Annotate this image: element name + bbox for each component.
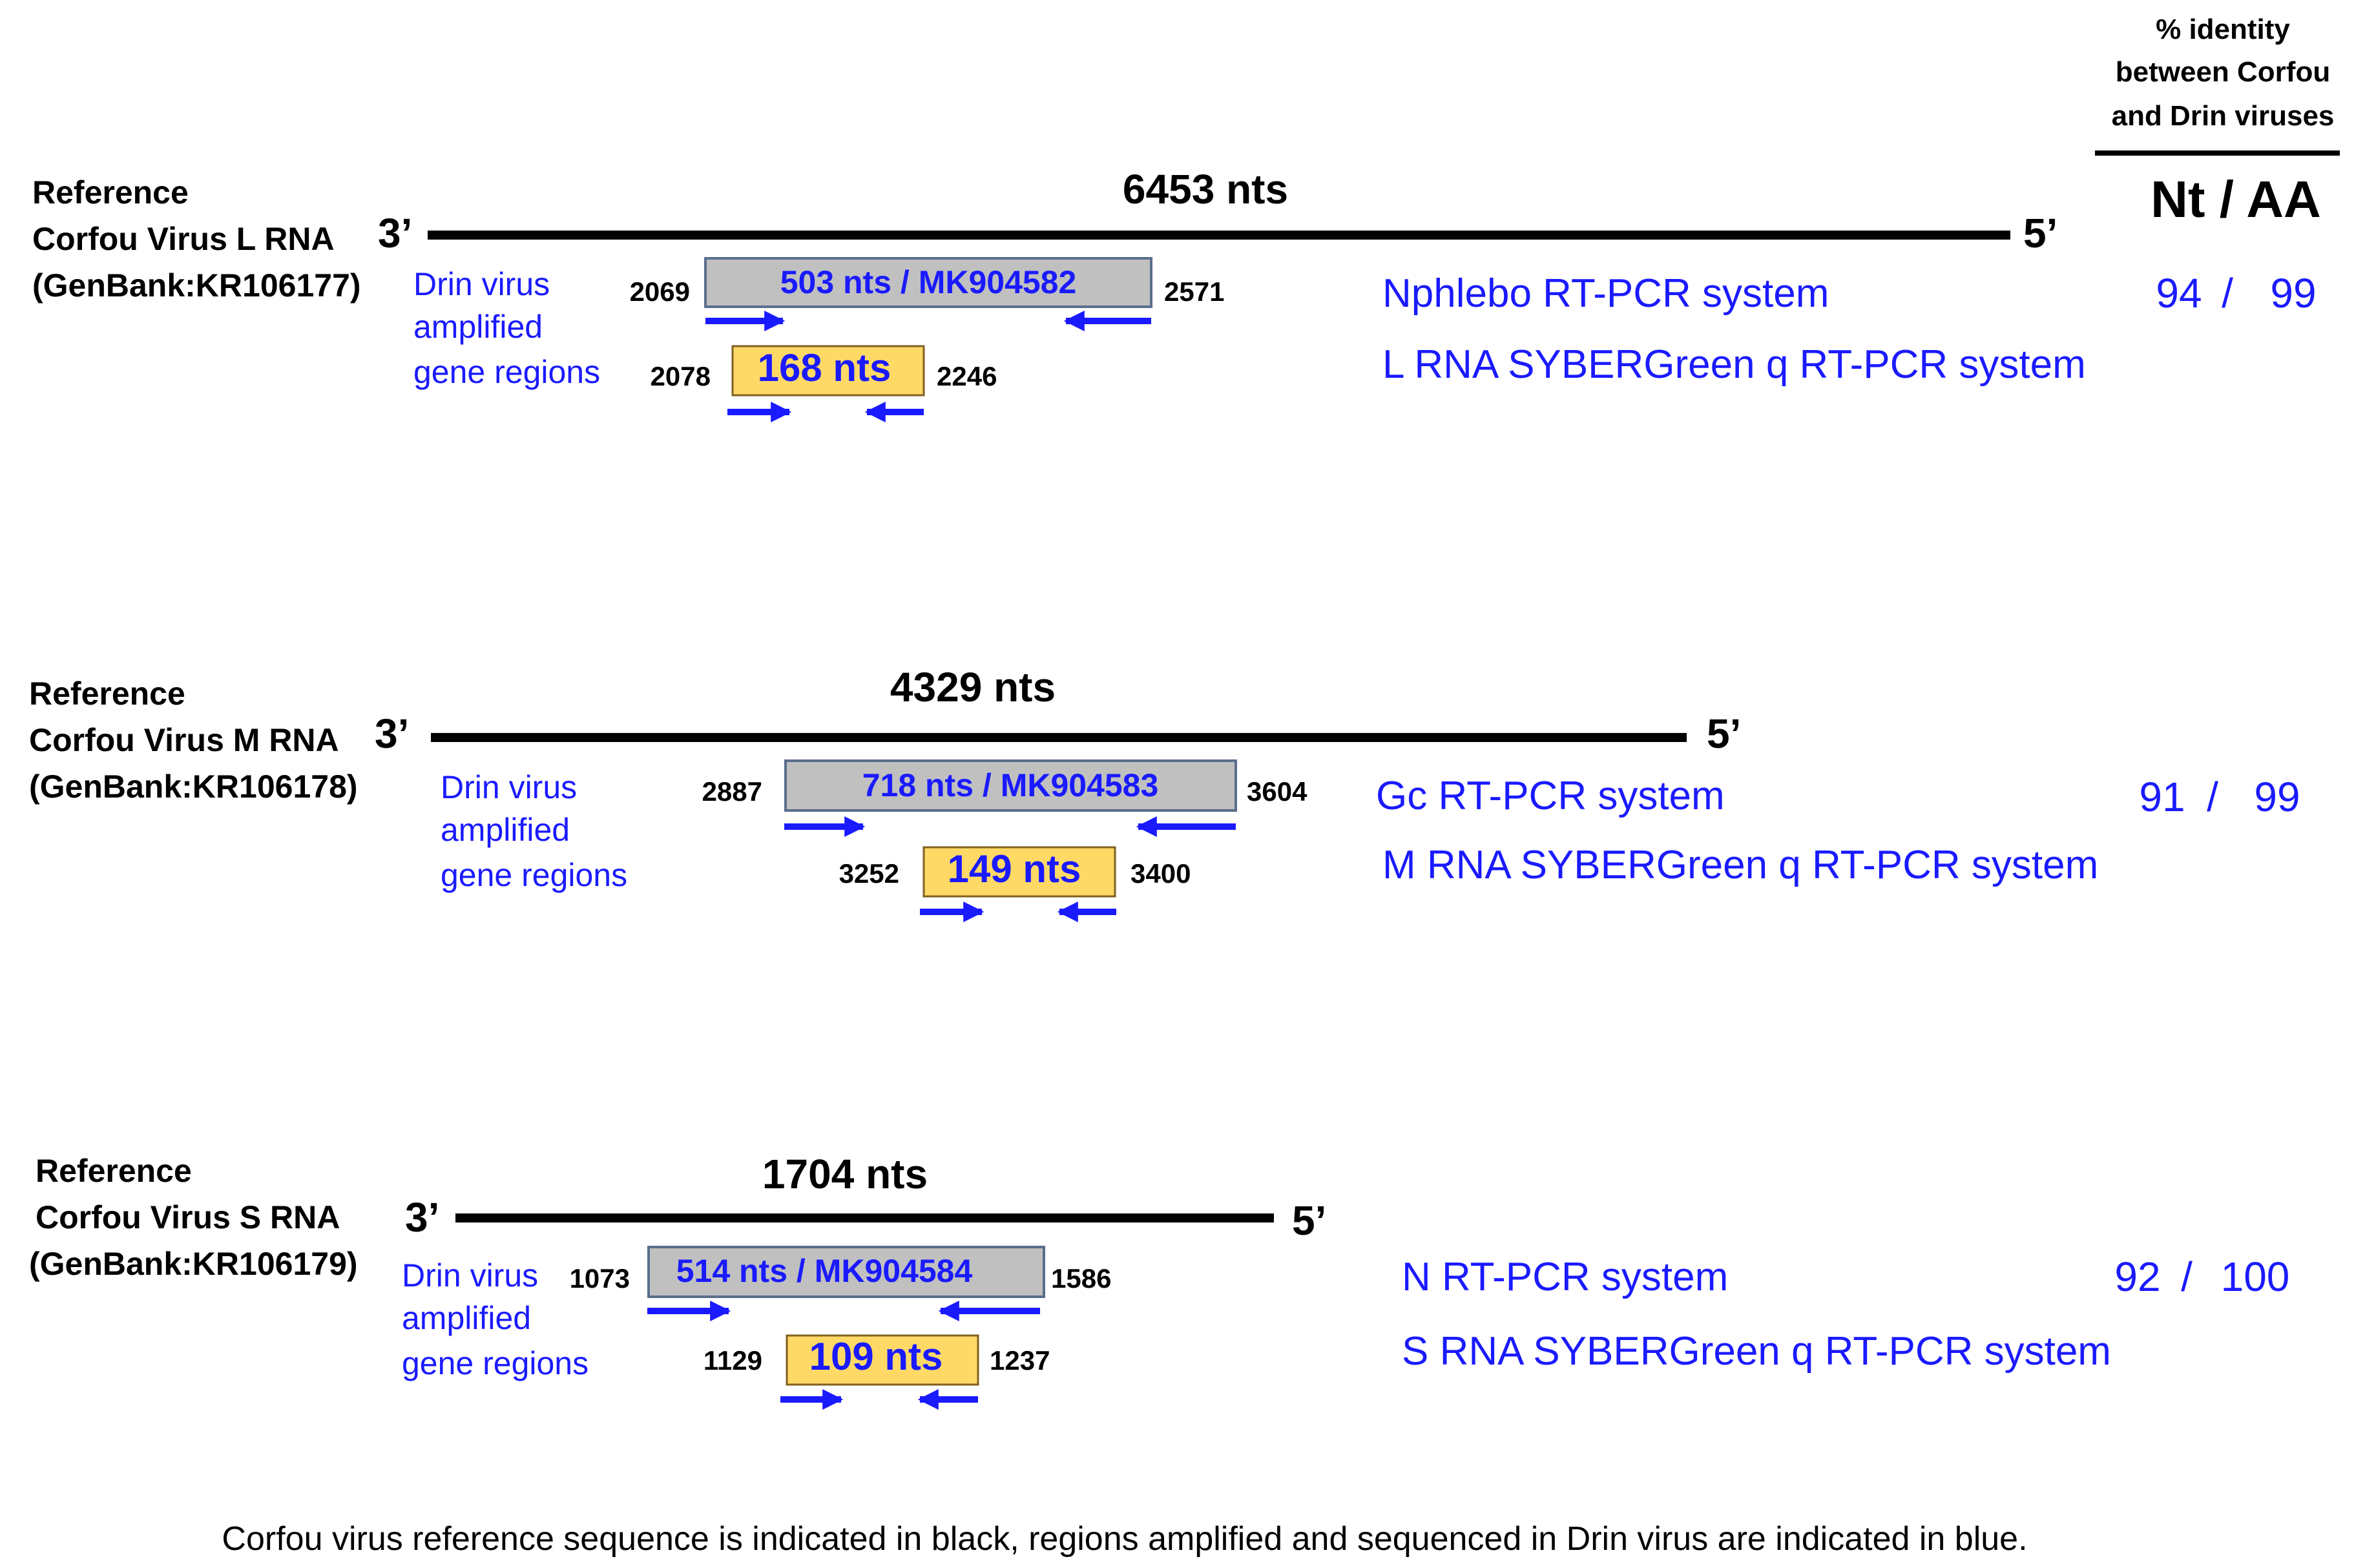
reference-label-line3: (GenBank:KR106177) bbox=[32, 267, 361, 304]
five-prime-label: 5’ bbox=[2023, 210, 2058, 256]
amplicon-label: 718 nts / MK904583 bbox=[862, 767, 1159, 803]
drin-label-line2: amplified bbox=[441, 812, 570, 848]
amplicon-end-position: 2571 bbox=[1164, 276, 1224, 307]
qpcr-start-position: 1129 bbox=[703, 1345, 762, 1376]
drin-label-line3: gene regions bbox=[413, 354, 600, 390]
reference-label-line1: Reference bbox=[29, 676, 185, 712]
qpcr-box bbox=[731, 345, 925, 397]
identity-nt-value: 92 bbox=[2114, 1253, 2160, 1300]
three-prime-label: 3’ bbox=[375, 710, 409, 757]
amplicon-label: 503 nts / MK904582 bbox=[780, 264, 1077, 300]
qpcr-system-label: L RNA SYBERGreen q RT-PCR system bbox=[1382, 342, 2086, 387]
amplicon-label: 514 nts / MK904584 bbox=[676, 1253, 973, 1289]
three-prime-label: 3’ bbox=[405, 1194, 439, 1241]
qpcr-box bbox=[786, 1334, 979, 1386]
amplicon-box bbox=[647, 1246, 1045, 1298]
pcr-system-label: Gc RT-PCR system bbox=[1376, 774, 1725, 818]
qpcr-end-position: 1237 bbox=[990, 1345, 1050, 1376]
qpcr-box bbox=[922, 846, 1116, 898]
sequence-length: 4329 nts bbox=[890, 664, 1056, 710]
sequence-length: 1704 nts bbox=[762, 1151, 928, 1197]
identity-separator: / bbox=[2207, 774, 2218, 820]
identity-header: % identity between Corfou and Drin virus… bbox=[2095, 14, 2340, 228]
drin-label-line3: gene regions bbox=[402, 1345, 589, 1381]
amplicon-start-position: 1073 bbox=[570, 1263, 630, 1294]
three-prime-label: 3’ bbox=[378, 210, 412, 256]
nt-aa-label: Nt / AA bbox=[2151, 170, 2321, 228]
qpcr-label: 168 nts bbox=[758, 346, 891, 389]
identity-separator: / bbox=[2222, 270, 2233, 316]
drin-label-line1: Drin virus bbox=[402, 1257, 538, 1294]
identity-header-line2: between Corfou bbox=[2116, 56, 2330, 88]
reference-label-line1: Reference bbox=[36, 1153, 192, 1189]
segment-row-m-rna: Reference Corfou Virus M RNA (GenBank:KR… bbox=[29, 664, 2300, 923]
segment-row-s-rna: Reference Corfou Virus S RNA (GenBank:KR… bbox=[29, 1151, 2290, 1410]
pcr-system-label: N RT-PCR system bbox=[1402, 1255, 1728, 1299]
amplicon-end-position: 1586 bbox=[1051, 1263, 1111, 1294]
identity-nt-value: 91 bbox=[2139, 774, 2185, 820]
drin-label-line1: Drin virus bbox=[413, 266, 550, 302]
qpcr-label: 109 nts bbox=[809, 1335, 943, 1378]
five-prime-label: 5’ bbox=[1707, 710, 1741, 757]
qpcr-system-label: M RNA SYBERGreen q RT-PCR system bbox=[1382, 843, 2098, 887]
qpcr-start-position: 2078 bbox=[651, 361, 711, 391]
drin-label-line2: amplified bbox=[402, 1300, 531, 1336]
reference-label-line3: (GenBank:KR106179) bbox=[29, 1246, 358, 1282]
reference-label-line3: (GenBank:KR106178) bbox=[29, 769, 358, 805]
identity-header-line1: % identity bbox=[2156, 14, 2290, 45]
pcr-system-label: Nphlebo RT-PCR system bbox=[1382, 271, 1829, 316]
identity-aa-value: 99 bbox=[2254, 774, 2300, 820]
qpcr-end-position: 3400 bbox=[1130, 858, 1191, 889]
sequence-length: 6453 nts bbox=[1123, 166, 1288, 212]
reference-label-line1: Reference bbox=[32, 174, 189, 211]
amplicon-start-position: 2069 bbox=[630, 276, 690, 307]
identity-aa-value: 100 bbox=[2221, 1253, 2290, 1300]
identity-aa-value: 99 bbox=[2270, 270, 2316, 316]
figure-caption: Corfou virus reference sequence is indic… bbox=[222, 1520, 2027, 1558]
amplicon-box bbox=[784, 759, 1237, 812]
drin-label-line3: gene regions bbox=[441, 857, 627, 893]
reference-label-line2: Corfou Virus S RNA bbox=[36, 1199, 340, 1235]
identity-separator: / bbox=[2181, 1253, 2193, 1300]
identity-nt-value: 94 bbox=[2156, 270, 2202, 316]
qpcr-label: 149 nts bbox=[948, 847, 1081, 891]
reference-label-line2: Corfou Virus M RNA bbox=[29, 722, 339, 758]
qpcr-end-position: 2246 bbox=[937, 361, 997, 391]
amplicon-end-position: 3604 bbox=[1247, 776, 1308, 807]
reference-label-line2: Corfou Virus L RNA bbox=[32, 221, 335, 257]
qpcr-system-label: S RNA SYBERGreen q RT-PCR system bbox=[1402, 1329, 2111, 1374]
drin-label-line2: amplified bbox=[413, 309, 543, 345]
segment-row-l-rna: Reference Corfou Virus L RNA (GenBank:KR… bbox=[32, 166, 2317, 423]
five-prime-label: 5’ bbox=[1292, 1197, 1326, 1244]
drin-label-line1: Drin virus bbox=[441, 769, 577, 805]
amplicon-box bbox=[704, 257, 1152, 308]
identity-header-line3: and Drin viruses bbox=[2112, 100, 2335, 132]
amplicon-start-position: 2887 bbox=[702, 776, 762, 807]
qpcr-start-position: 3252 bbox=[839, 858, 899, 889]
